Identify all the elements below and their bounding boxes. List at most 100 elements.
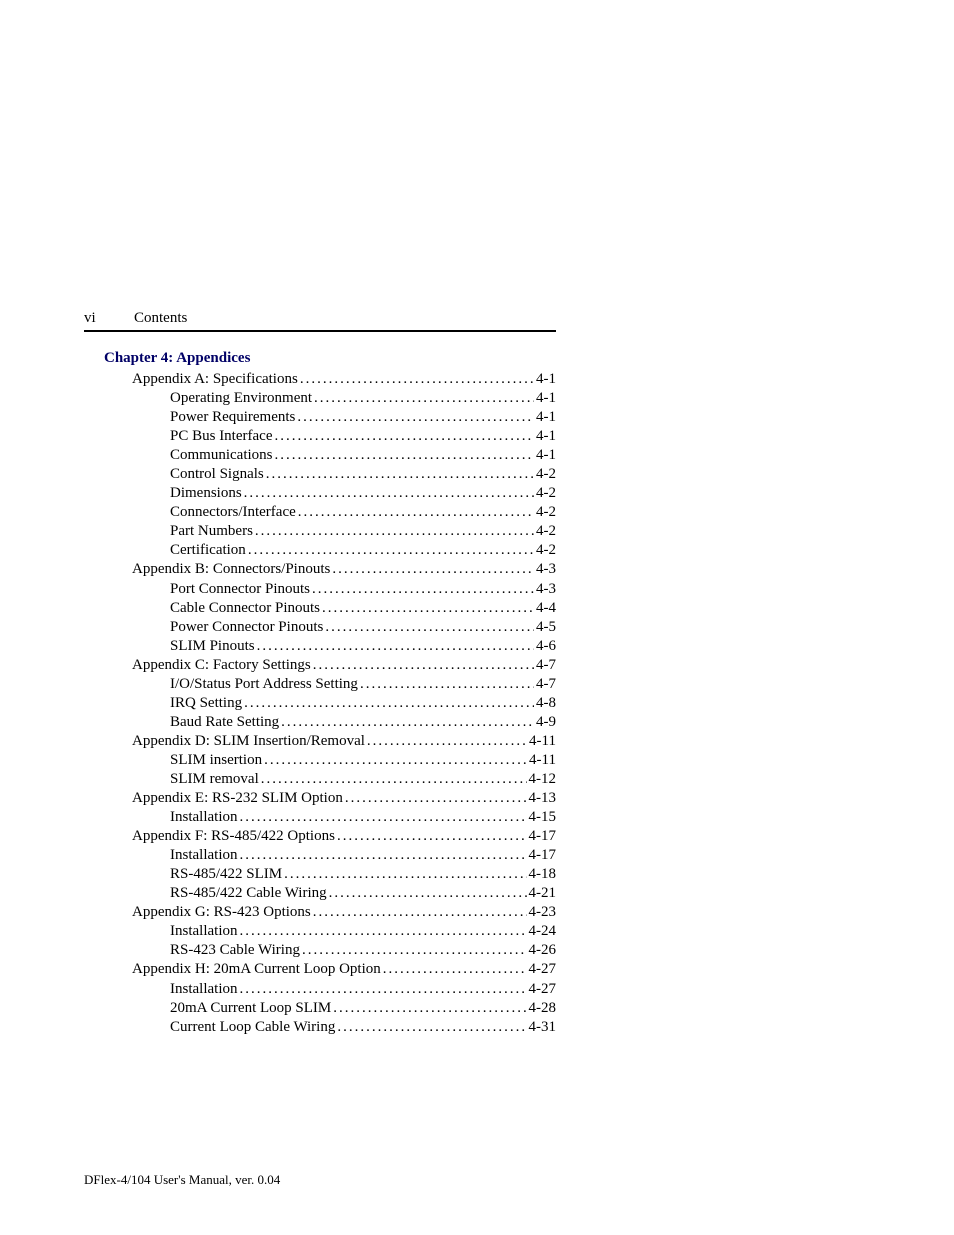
toc-leader-dots xyxy=(313,656,534,675)
header-page-marker: vi xyxy=(84,310,134,327)
toc-entry[interactable]: Appendix E: RS-232 SLIM Option4-13 xyxy=(104,789,556,808)
toc-entry-label: Port Connector Pinouts xyxy=(170,580,310,599)
toc-entry-label: Appendix E: RS-232 SLIM Option xyxy=(132,789,343,808)
toc-entry[interactable]: Installation4-27 xyxy=(104,980,556,999)
toc-entry-page: 4-9 xyxy=(536,713,556,732)
toc-entry[interactable]: Appendix A: Specifications 4-1 xyxy=(104,370,556,389)
toc-entry-page: 4-2 xyxy=(536,503,556,522)
toc-entry[interactable]: Communications4-1 xyxy=(104,446,556,465)
toc-entry-page: 4-12 xyxy=(529,770,557,789)
toc-entry[interactable]: Port Connector Pinouts 4-3 xyxy=(104,580,556,599)
header-section-title: Contents xyxy=(134,310,187,327)
toc-entry-page: 4-8 xyxy=(536,694,556,713)
toc-entry[interactable]: Part Numbers4-2 xyxy=(104,522,556,541)
page-footer: DFlex-4/104 User's Manual, ver. 0.04 xyxy=(84,1172,280,1188)
toc-entry-page: 4-3 xyxy=(536,560,556,579)
toc-leader-dots xyxy=(322,599,534,618)
toc-entry[interactable]: Installation4-24 xyxy=(104,922,556,941)
toc-entry[interactable]: 20mA Current Loop SLIM4-28 xyxy=(104,999,556,1018)
toc-entry[interactable]: SLIM removal4-12 xyxy=(104,770,556,789)
toc-entry[interactable]: Control Signals 4-2 xyxy=(104,465,556,484)
toc-entry-page: 4-21 xyxy=(529,884,557,903)
toc-entry-label: RS-423 Cable Wiring xyxy=(170,941,300,960)
toc-leader-dots xyxy=(284,865,526,884)
toc-leader-dots xyxy=(240,846,527,865)
toc-entry-label: Power Requirements xyxy=(170,408,295,427)
toc-entry[interactable]: Appendix B: Connectors/Pinouts 4-3 xyxy=(104,560,556,579)
toc-entry-page: 4-1 xyxy=(536,408,556,427)
toc-leader-dots xyxy=(367,732,527,751)
toc-leader-dots xyxy=(298,503,534,522)
toc-entry-label: Baud Rate Setting xyxy=(170,713,279,732)
toc-entry[interactable]: SLIM Pinouts4-6 xyxy=(104,637,556,656)
toc-entry-page: 4-15 xyxy=(529,808,557,827)
toc-entry[interactable]: Baud Rate Setting 4-9 xyxy=(104,713,556,732)
toc-entry-label: Cable Connector Pinouts xyxy=(170,599,320,618)
toc-entry[interactable]: Cable Connector Pinouts 4-4 xyxy=(104,599,556,618)
toc-entry-page: 4-3 xyxy=(536,580,556,599)
toc-leader-dots xyxy=(257,637,534,656)
toc-leader-dots xyxy=(332,560,534,579)
toc-entry[interactable]: Certification 4-2 xyxy=(104,541,556,560)
toc-entry[interactable]: Power Connector Pinouts 4-5 xyxy=(104,618,556,637)
toc-entry[interactable]: IRQ Setting4-8 xyxy=(104,694,556,713)
toc-entry[interactable]: Installation4-15 xyxy=(104,808,556,827)
toc-entry-page: 4-2 xyxy=(536,465,556,484)
toc-entry[interactable]: PC Bus Interface4-1 xyxy=(104,427,556,446)
toc-leader-dots xyxy=(329,884,527,903)
toc-entry[interactable]: Current Loop Cable Wiring4-31 xyxy=(104,1018,556,1037)
toc-entry-label: SLIM insertion xyxy=(170,751,262,770)
toc-entry[interactable]: RS-485/422 Cable Wiring4-21 xyxy=(104,884,556,903)
toc-entry[interactable]: Appendix G: RS-423 Options4-23 xyxy=(104,903,556,922)
toc-entry-page: 4-11 xyxy=(529,751,556,770)
toc-entry-label: Appendix G: RS-423 Options xyxy=(132,903,311,922)
toc-entry-page: 4-2 xyxy=(536,541,556,560)
toc-entry-label: Appendix A: Specifications xyxy=(132,370,298,389)
toc-entry-label: Installation xyxy=(170,980,238,999)
toc-entry-label: Appendix B: Connectors/Pinouts xyxy=(132,560,330,579)
toc-entry-page: 4-4 xyxy=(536,599,556,618)
toc-entry-page: 4-5 xyxy=(536,618,556,637)
toc-entry-page: 4-7 xyxy=(536,675,556,694)
table-of-contents: Appendix A: Specifications4-1Operating E… xyxy=(104,370,556,1037)
toc-entry[interactable]: Installation4-17 xyxy=(104,846,556,865)
toc-leader-dots xyxy=(325,618,534,637)
toc-entry-label: Appendix F: RS-485/422 Options xyxy=(132,827,335,846)
toc-entry-label: Certification xyxy=(170,541,246,560)
toc-leader-dots xyxy=(266,465,534,484)
toc-entry-page: 4-6 xyxy=(536,637,556,656)
toc-leader-dots xyxy=(248,541,534,560)
toc-entry[interactable]: RS-423 Cable Wiring4-26 xyxy=(104,941,556,960)
toc-leader-dots xyxy=(302,941,527,960)
toc-entry-page: 4-1 xyxy=(536,370,556,389)
toc-entry[interactable]: Connectors/Interface4-2 xyxy=(104,503,556,522)
toc-entry[interactable]: Operating Environment4-1 xyxy=(104,389,556,408)
toc-leader-dots xyxy=(312,580,534,599)
toc-leader-dots xyxy=(255,522,534,541)
toc-entry-label: PC Bus Interface xyxy=(170,427,272,446)
toc-entry-page: 4-11 xyxy=(529,732,556,751)
header-rule xyxy=(84,330,556,332)
toc-entry[interactable]: Dimensions4-2 xyxy=(104,484,556,503)
toc-entry[interactable]: I/O/Status Port Address Setting 4-7 xyxy=(104,675,556,694)
toc-entry-label: I/O/Status Port Address Setting xyxy=(170,675,358,694)
toc-entry-label: Installation xyxy=(170,922,238,941)
toc-entry[interactable]: Appendix C: Factory Settings4-7 xyxy=(104,656,556,675)
toc-entry[interactable]: Power Requirements 4-1 xyxy=(104,408,556,427)
toc-entry-page: 4-2 xyxy=(536,522,556,541)
toc-entry-page: 4-2 xyxy=(536,484,556,503)
toc-entry[interactable]: Appendix H: 20mA Current Loop Option4-27 xyxy=(104,960,556,979)
toc-entry-page: 4-7 xyxy=(536,656,556,675)
toc-entry-label: Control Signals xyxy=(170,465,264,484)
toc-leader-dots xyxy=(244,694,534,713)
toc-entry[interactable]: SLIM insertion 4-11 xyxy=(104,751,556,770)
toc-entry-label: Power Connector Pinouts xyxy=(170,618,323,637)
toc-entry-label: Appendix H: 20mA Current Loop Option xyxy=(132,960,381,979)
toc-entry[interactable]: Appendix D: SLIM Insertion/Removal 4-11 xyxy=(104,732,556,751)
toc-entry-label: Appendix D: SLIM Insertion/Removal xyxy=(132,732,365,751)
toc-entry[interactable]: RS-485/422 SLIM4-18 xyxy=(104,865,556,884)
toc-entry[interactable]: Appendix F: RS-485/422 Options4-17 xyxy=(104,827,556,846)
toc-entry-page: 4-1 xyxy=(536,446,556,465)
toc-entry-page: 4-31 xyxy=(529,1018,557,1037)
page-header: vi Contents xyxy=(84,310,556,332)
